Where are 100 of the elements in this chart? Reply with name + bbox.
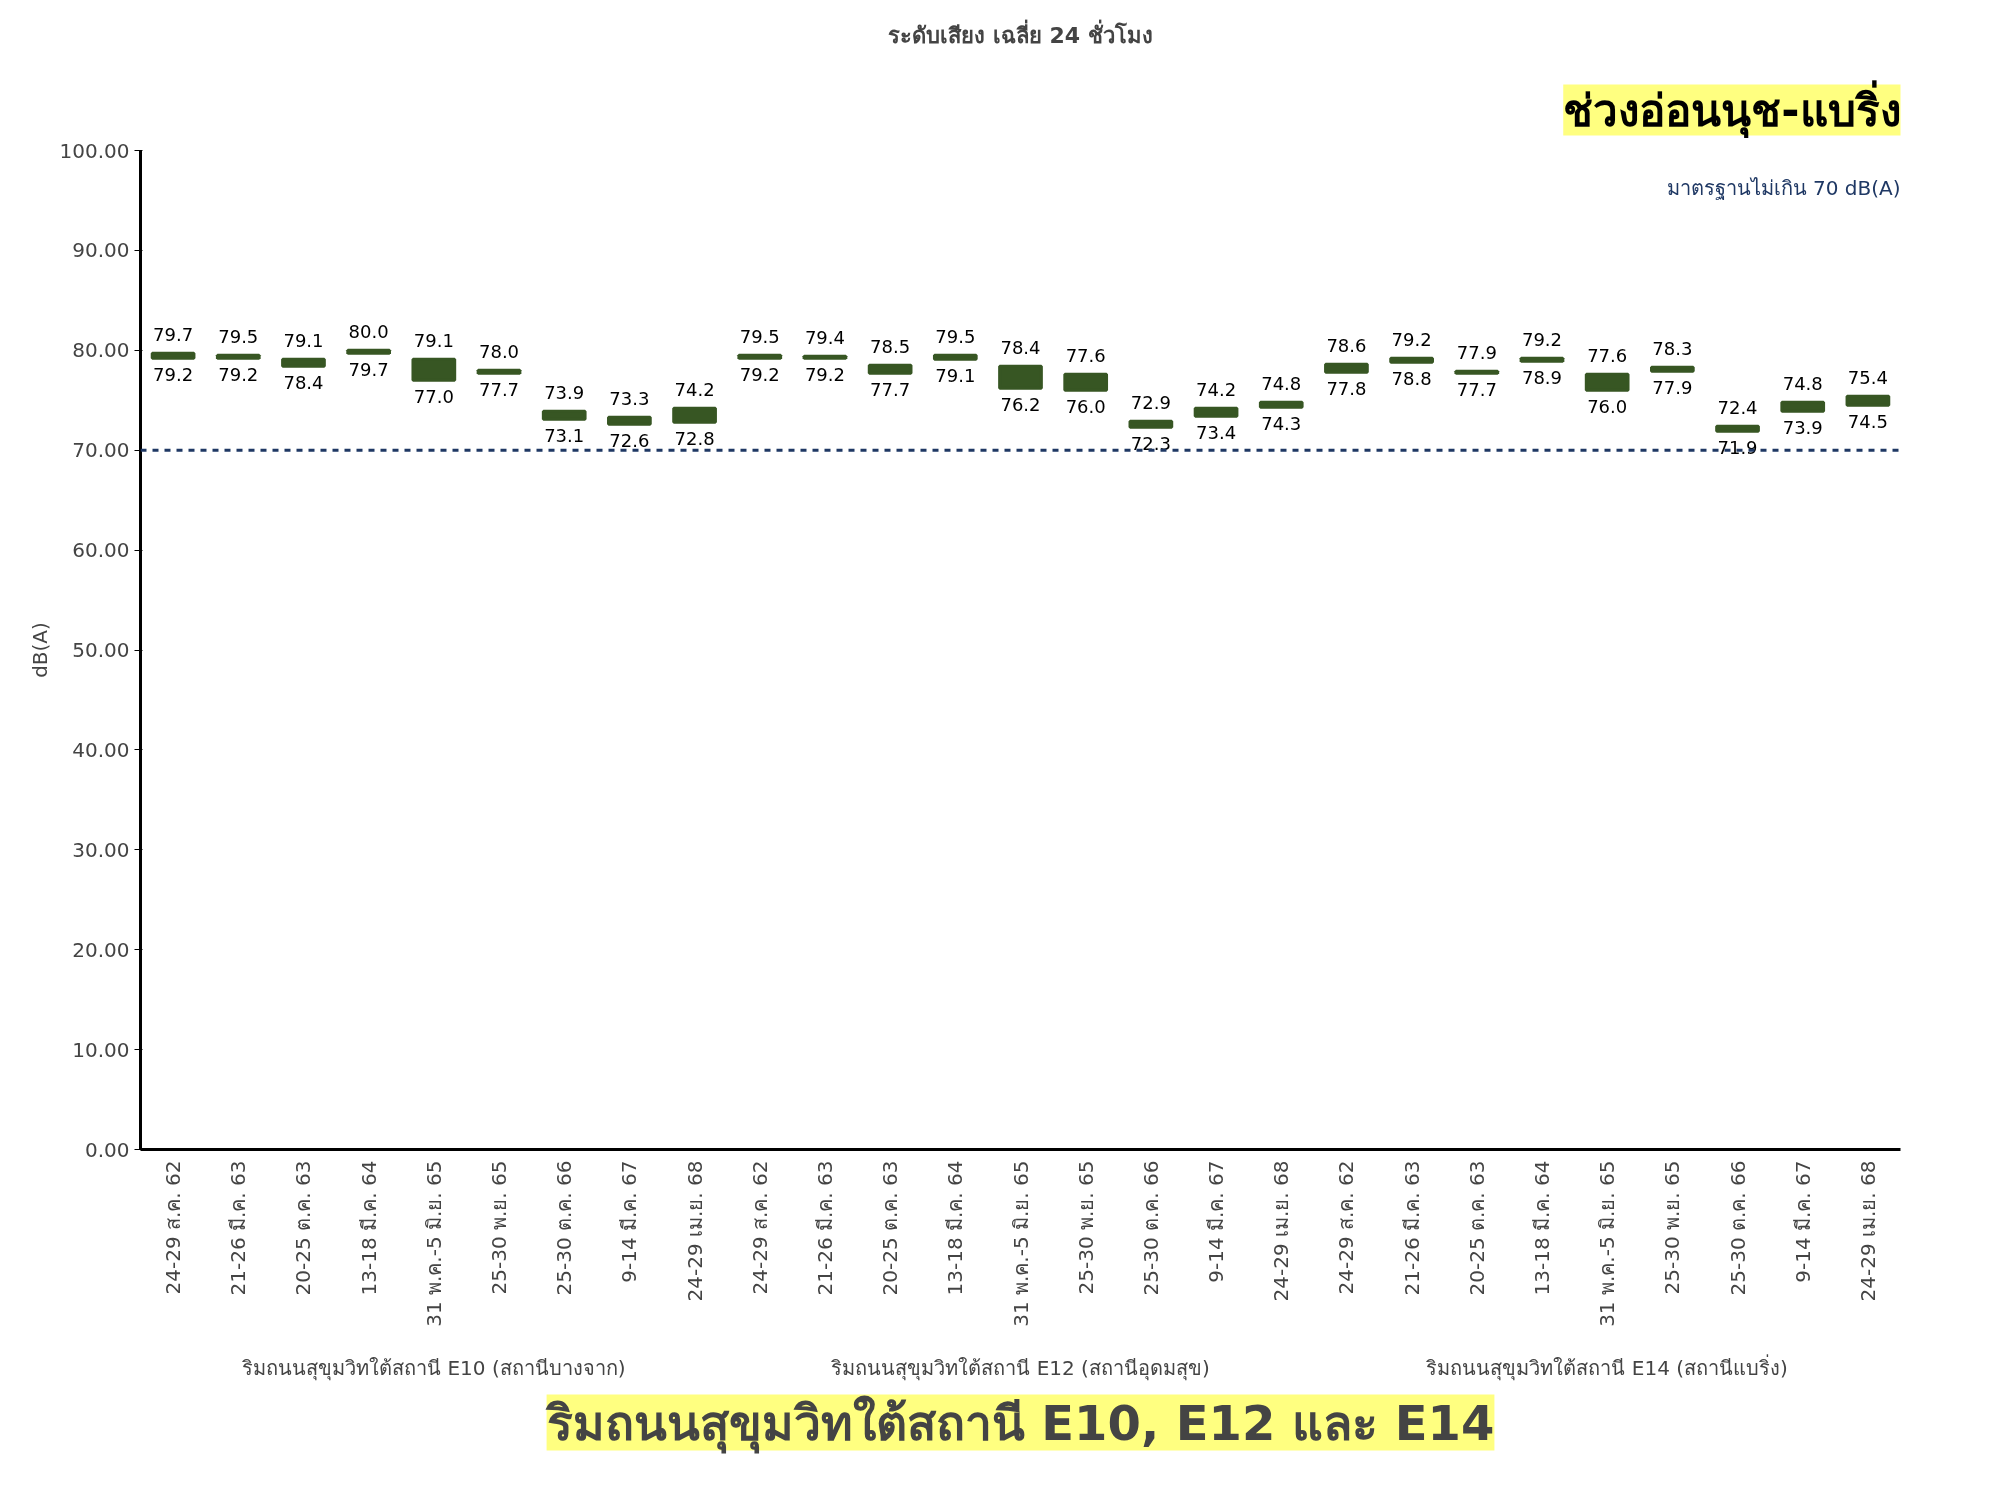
annotation: 76.2 bbox=[1000, 394, 1041, 416]
annotation: 78.4 bbox=[283, 372, 324, 394]
y-tick-label: 80.00 bbox=[72, 338, 130, 363]
annotation: 79.2 bbox=[739, 364, 780, 386]
annotation: 79.2 bbox=[218, 364, 259, 386]
y-tick-label: 100.00 bbox=[59, 138, 130, 163]
bar bbox=[346, 348, 392, 355]
x-tick-label: 24-29 เม.ย. 68 bbox=[1855, 1160, 1880, 1302]
data-label: 79.1 bbox=[283, 330, 324, 352]
bar bbox=[607, 415, 652, 426]
y-axis-title: dB(A) bbox=[27, 622, 52, 678]
annotation: 72.6 bbox=[609, 430, 650, 452]
bar bbox=[1454, 369, 1500, 375]
bar bbox=[1324, 362, 1369, 374]
data-label: 72.9 bbox=[1130, 392, 1171, 414]
x-tick-label: 24-29 เม.ย. 68 bbox=[682, 1160, 707, 1302]
annotation: 77.7 bbox=[870, 379, 911, 401]
x-tick-label: 25-30 พ.ย. 65 bbox=[487, 1160, 512, 1295]
annotation: 79.7 bbox=[348, 359, 389, 381]
bar bbox=[1128, 419, 1174, 429]
x-tick-label: 25-30 ต.ค. 66 bbox=[552, 1160, 577, 1296]
bar bbox=[215, 353, 261, 360]
data-label: 72.4 bbox=[1717, 397, 1758, 419]
bar bbox=[1715, 424, 1760, 433]
data-label: 73.9 bbox=[544, 382, 585, 404]
bar bbox=[1063, 372, 1109, 392]
x-tick-label: 20-25 ต.ค. 63 bbox=[878, 1160, 903, 1296]
bar bbox=[867, 363, 913, 375]
bar bbox=[737, 353, 783, 360]
x-tick-label: 31 พ.ค.-5 มิ.ย. 65 bbox=[1595, 1160, 1620, 1327]
data-label: 79.5 bbox=[935, 326, 976, 348]
y-tick-label: 60.00 bbox=[72, 538, 130, 563]
y-tick-label: 90.00 bbox=[72, 238, 130, 263]
annotation: 74.5 bbox=[1847, 411, 1888, 433]
x-tick-label: 25-30 พ.ย. 65 bbox=[1660, 1160, 1685, 1295]
data-label: 77.6 bbox=[1065, 345, 1106, 367]
bar bbox=[1519, 356, 1565, 363]
data-label: 79.1 bbox=[413, 330, 454, 352]
x-tick-label: 24-29 ส.ค. 62 bbox=[161, 1160, 186, 1295]
annotation: 73.9 bbox=[1782, 417, 1823, 439]
bar bbox=[281, 357, 326, 368]
y-tick-label: 40.00 bbox=[72, 737, 130, 762]
data-label: 74.8 bbox=[1261, 373, 1302, 395]
data-label: 79.5 bbox=[218, 326, 259, 348]
data-label: 79.7 bbox=[153, 324, 194, 346]
bar bbox=[1258, 400, 1304, 409]
bar bbox=[476, 368, 522, 375]
data-label: 77.9 bbox=[1456, 342, 1497, 364]
data-label: 74.2 bbox=[674, 379, 715, 401]
annotation: 73.1 bbox=[544, 425, 585, 447]
bar bbox=[802, 354, 848, 360]
data-label: 79.2 bbox=[1521, 329, 1563, 351]
annotation: 71.9 bbox=[1717, 437, 1758, 459]
data-label: 75.4 bbox=[1847, 367, 1888, 389]
annotation: 72.8 bbox=[674, 428, 715, 450]
bar bbox=[1389, 356, 1434, 364]
annotation: 77.9 bbox=[1652, 377, 1693, 399]
annotation: 79.2 bbox=[153, 364, 194, 386]
x-tick-label: 24-29 ส.ค. 62 bbox=[1334, 1160, 1359, 1295]
x-tick-label: 31 พ.ค.-5 มิ.ย. 65 bbox=[1008, 1160, 1033, 1327]
annotation: 78.9 bbox=[1521, 367, 1563, 389]
chart-title: ระดับเสียง เฉลี่ย 24 ชั่วโมง bbox=[888, 18, 1153, 48]
data-label: 74.2 bbox=[1196, 379, 1237, 401]
data-label: 78.6 bbox=[1326, 335, 1367, 357]
data-label: 73.3 bbox=[609, 388, 650, 410]
y-tick-label: 30.00 bbox=[72, 837, 130, 862]
data-label: 79.5 bbox=[739, 326, 780, 348]
data-label: 78.3 bbox=[1652, 338, 1693, 360]
y-tick-label: 50.00 bbox=[72, 638, 130, 662]
x-tick-label: 21-26 มี.ค. 63 bbox=[1399, 1160, 1424, 1296]
y-tick-label: 10.00 bbox=[72, 1037, 130, 1062]
data-label: 79.4 bbox=[804, 327, 845, 349]
data-label: 74.8 bbox=[1782, 373, 1823, 395]
annotation: 77.8 bbox=[1326, 378, 1367, 400]
data-label: 77.6 bbox=[1587, 345, 1628, 367]
x-tick-label: 9-14 มี.ค. 67 bbox=[1204, 1160, 1229, 1283]
ref-line-label: มาตรฐานไม่เกิน 70 dB(A) bbox=[1666, 176, 1901, 201]
bar bbox=[150, 351, 196, 360]
text: ริมถนนสุขุมวิทใต้สถานี E14 (สถานีแบริ่ง) bbox=[1426, 1353, 1788, 1381]
x-tick-label: 25-30 พ.ย. 65 bbox=[1073, 1160, 1098, 1295]
x-tick-label: 20-25 ต.ค. 63 bbox=[291, 1160, 316, 1296]
bar bbox=[672, 406, 717, 424]
bar bbox=[1584, 372, 1630, 392]
x-tick-label: 31 พ.ค.-5 มิ.ย. 65 bbox=[421, 1160, 446, 1327]
x-tick-label: 24-29 เม.ย. 68 bbox=[1269, 1160, 1294, 1302]
x-tick-label: 25-30 ต.ค. 66 bbox=[1138, 1160, 1163, 1296]
bar bbox=[411, 357, 457, 382]
annotation: 77.7 bbox=[478, 379, 520, 401]
text: ริมถนนสุขุมวิทใต้สถานี E12 (สถานีอุดมสุข) bbox=[831, 1355, 1210, 1381]
bar bbox=[1649, 365, 1695, 373]
x-tick-label: 20-25 ต.ค. 63 bbox=[1464, 1160, 1489, 1296]
text: ริมถนนสุขุมวิทใต้สถานี E10 (สถานีบางจาก) bbox=[242, 1355, 626, 1381]
x-tick-label: 25-30 ต.ค. 66 bbox=[1725, 1160, 1750, 1296]
x-tick-label: 13-18 มี.ค. 64 bbox=[1529, 1160, 1554, 1296]
annotation: 76.0 bbox=[1065, 396, 1106, 418]
annotation: 78.8 bbox=[1391, 368, 1432, 390]
annotation: 79.2 bbox=[804, 364, 845, 386]
bar bbox=[1780, 400, 1826, 413]
bar bbox=[541, 409, 587, 421]
text: ริมถนนสุขุมวิทใต้สถานี E10, E12 และ E14 bbox=[544, 1394, 1495, 1454]
